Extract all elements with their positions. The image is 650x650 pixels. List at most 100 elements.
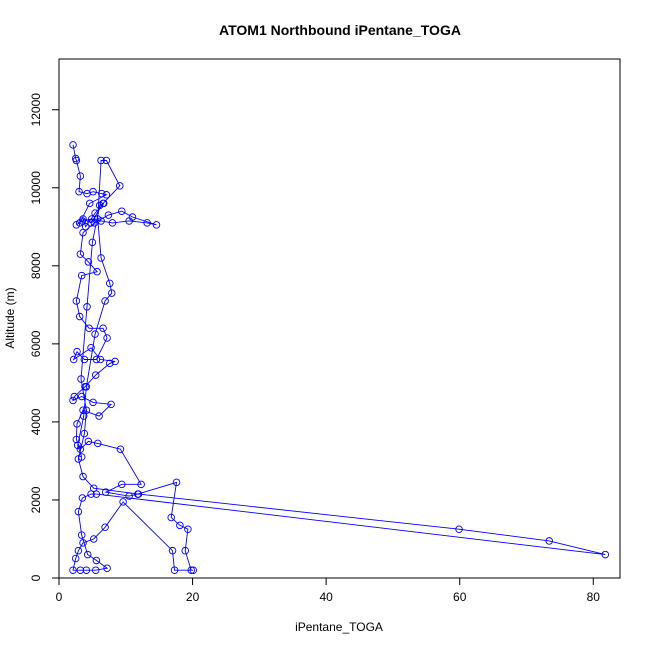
data-point	[78, 494, 87, 502]
x-tick-label: 0	[56, 590, 63, 604]
data-point	[74, 546, 83, 555]
data-point	[108, 219, 117, 227]
series-line	[72, 144, 606, 571]
data-point	[88, 238, 97, 247]
data-point	[89, 398, 97, 407]
data-point	[79, 215, 87, 223]
data-point	[89, 484, 98, 492]
data-point	[70, 392, 79, 401]
data-point	[189, 566, 197, 574]
y-tick-label: 10000	[29, 171, 43, 205]
data-point	[97, 254, 105, 262]
data-point	[92, 355, 101, 364]
y-tick-label: 4000	[29, 408, 43, 435]
y-tick-label: 0	[29, 574, 43, 581]
data-point	[76, 566, 85, 574]
data-point	[125, 492, 133, 500]
x-tick-label: 20	[186, 590, 200, 604]
data-point	[91, 330, 99, 338]
data-point	[83, 550, 92, 559]
data-point	[69, 396, 77, 405]
data-point	[83, 303, 91, 311]
data-point	[91, 371, 100, 379]
data-point	[95, 412, 103, 420]
data-point	[85, 199, 94, 208]
data-point	[116, 445, 125, 453]
data-point	[187, 566, 195, 574]
data-point	[107, 400, 115, 409]
data-point	[69, 566, 77, 574]
y-tick-label: 2000	[29, 486, 43, 513]
data-point	[77, 453, 86, 461]
data-point	[99, 324, 107, 333]
data-point	[87, 344, 95, 352]
data-point	[118, 207, 126, 215]
y-tick-label: 6000	[29, 330, 43, 357]
data-point	[73, 347, 81, 356]
data-point	[96, 355, 105, 364]
data-point	[93, 267, 101, 276]
data-point	[99, 199, 107, 208]
chart-title: ATOM1 Northbound iPentane_TOGA	[219, 22, 461, 38]
data-point	[167, 513, 175, 522]
y-tick-label: 12000	[29, 93, 43, 127]
data-point	[104, 211, 113, 219]
data-point	[76, 250, 85, 258]
data-point	[79, 539, 87, 547]
data-point	[116, 182, 124, 190]
x-tick-label: 80	[587, 590, 601, 604]
data-point	[79, 412, 88, 420]
data-point	[455, 525, 463, 533]
data-point	[108, 289, 116, 297]
data-point	[84, 437, 93, 446]
data-point	[119, 498, 127, 506]
data-point	[101, 488, 110, 496]
data-point	[111, 357, 119, 366]
data-point	[545, 537, 553, 545]
data-point	[92, 556, 101, 565]
data-point	[143, 219, 151, 227]
data-point	[102, 156, 111, 165]
data-point	[69, 141, 77, 149]
data-point	[87, 219, 95, 227]
y-axis-label: Altitude (m)	[3, 287, 17, 348]
data-point	[87, 215, 96, 223]
data-point	[103, 564, 111, 572]
y-tick-label: 8000	[29, 252, 43, 279]
data-point	[102, 191, 111, 199]
data-point	[74, 507, 83, 516]
data-point	[72, 156, 81, 165]
data-point	[106, 279, 114, 288]
data-point	[82, 566, 91, 574]
x-tick-label: 40	[319, 590, 333, 604]
data-point	[97, 189, 106, 198]
data-point	[73, 420, 81, 428]
data-point	[176, 521, 184, 530]
data-series	[69, 141, 610, 574]
data-point	[137, 480, 145, 489]
data-point	[82, 383, 91, 391]
data-point	[97, 156, 105, 165]
data-point	[152, 221, 161, 229]
data-point	[72, 297, 81, 305]
data-point	[76, 445, 85, 453]
data-point	[168, 546, 177, 555]
data-point	[69, 355, 78, 364]
data-point	[101, 297, 109, 305]
data-point	[84, 258, 93, 266]
data-point	[79, 406, 87, 414]
x-axis: 0 20 40 60 80	[56, 577, 601, 604]
data-point	[77, 531, 86, 539]
data-point	[81, 223, 90, 231]
data-point	[73, 441, 82, 450]
data-point	[75, 312, 84, 321]
data-point	[80, 429, 89, 438]
data-point	[172, 478, 181, 487]
data-point	[184, 525, 192, 533]
data-point	[77, 375, 85, 383]
data-point	[80, 355, 89, 364]
data-point	[93, 439, 102, 448]
data-point	[170, 566, 179, 574]
data-point	[134, 490, 143, 498]
